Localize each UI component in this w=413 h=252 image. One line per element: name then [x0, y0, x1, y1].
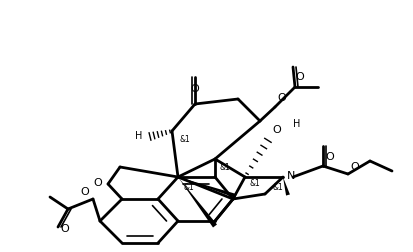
Text: &1: &1 — [220, 163, 231, 172]
Text: O: O — [325, 151, 334, 161]
Polygon shape — [178, 177, 217, 228]
Text: &1: &1 — [273, 183, 283, 192]
Text: O: O — [80, 186, 89, 196]
Text: &1: &1 — [250, 178, 261, 187]
Text: &1: &1 — [180, 135, 191, 144]
Text: H: H — [293, 118, 300, 129]
Text: O: O — [272, 124, 281, 135]
Text: O: O — [350, 161, 359, 171]
Text: H: H — [135, 131, 142, 140]
Text: O: O — [191, 84, 199, 94]
Text: O: O — [93, 177, 102, 187]
Text: O: O — [60, 223, 69, 233]
Polygon shape — [283, 177, 290, 196]
Polygon shape — [178, 177, 237, 198]
Text: O: O — [295, 72, 304, 82]
Text: O: O — [277, 93, 286, 103]
Text: &1: &1 — [184, 183, 195, 192]
Text: N: N — [287, 170, 295, 180]
